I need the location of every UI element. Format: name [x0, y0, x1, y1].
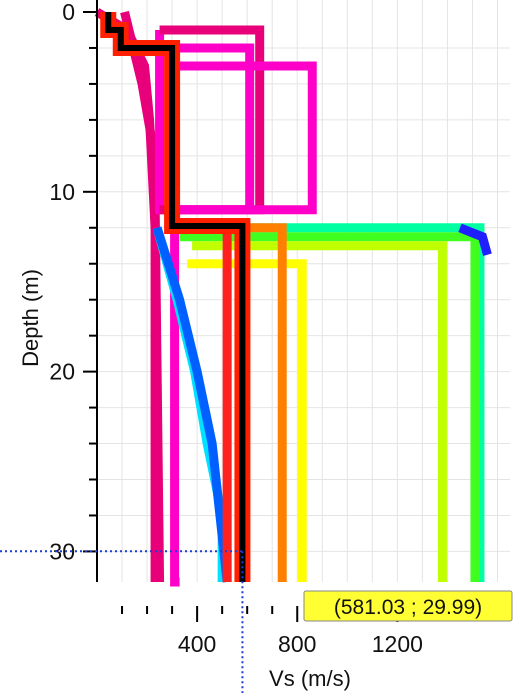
readout-background [303, 590, 513, 622]
profile-series [172, 61, 317, 215]
x-axis-label: Vs (m/s) [269, 666, 351, 691]
x-tick-label: 400 [178, 631, 216, 657]
profile-series [458, 223, 492, 256]
best-profile-line [105, 12, 246, 582]
profile-series [120, 10, 165, 583]
best-fit-profile [100, 12, 251, 582]
y-axis-label: Depth (m) [18, 269, 43, 367]
profile-series [192, 241, 447, 582]
coordinate-readout: (581.03 ; 29.99) [303, 590, 513, 622]
y-tick-label: 10 [49, 179, 75, 205]
readout-text: (581.03 ; 29.99) [334, 596, 482, 619]
y-tick-label: 20 [49, 359, 75, 385]
profile-series [152, 226, 232, 583]
crosshair [0, 550, 244, 693]
x-tick-label: 800 [278, 631, 316, 657]
y-tick-label: 0 [62, 0, 75, 25]
x-tick-label: 1200 [372, 631, 423, 657]
profile-ensemble [94, 8, 492, 587]
profile-series [152, 226, 227, 582]
